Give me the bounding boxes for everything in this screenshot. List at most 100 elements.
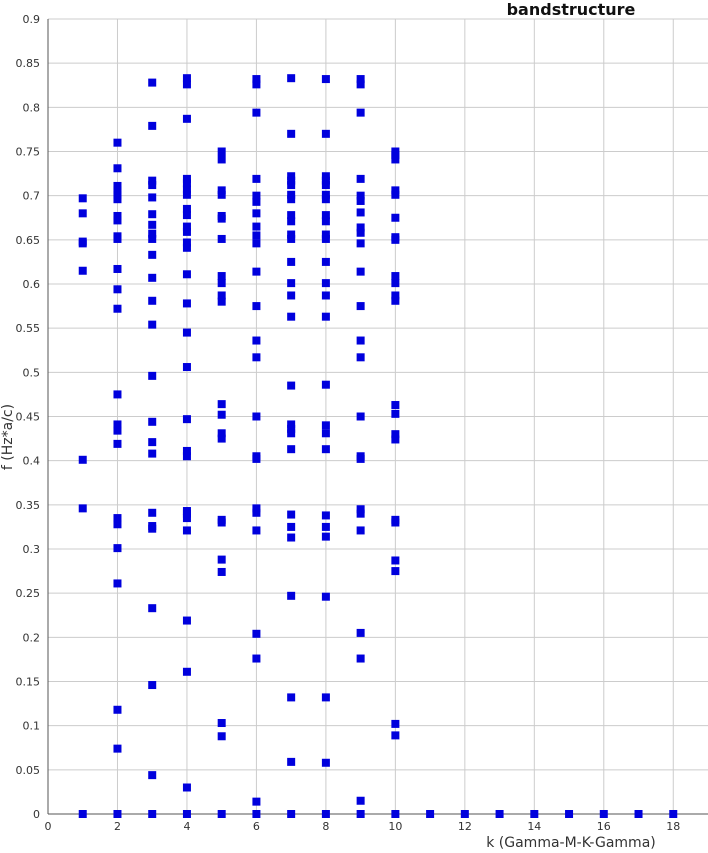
y-tick-label: 0.5: [23, 366, 41, 379]
data-point: [78, 194, 87, 203]
data-point: [287, 291, 296, 300]
data-point: [182, 179, 191, 188]
y-tick-labels: 0 0.05 0.1 0.15 0.2 0.25 0.3 0.35 0.4 0.45 0.5 0.55…: [16, 13, 41, 821]
y-tick-label: 0.75: [16, 146, 41, 159]
data-point: [391, 272, 400, 281]
data-point: [287, 420, 296, 429]
data-point: [113, 426, 122, 435]
data-point: [321, 693, 330, 702]
data-point: [391, 719, 400, 728]
data-point: [113, 390, 122, 399]
data-point: [252, 174, 261, 183]
y-tick-label: 0.55: [16, 322, 41, 335]
data-point: [113, 264, 122, 273]
x-tick-label: 0: [45, 820, 52, 833]
data-point: [391, 409, 400, 418]
data-point: [321, 172, 330, 181]
data-point: [287, 74, 296, 83]
data-point: [356, 336, 365, 345]
data-point: [182, 446, 191, 455]
data-point: [252, 222, 261, 231]
data-point: [182, 783, 191, 792]
data-point: [287, 591, 296, 600]
data-point: [321, 511, 330, 520]
data-point: [113, 138, 122, 147]
data-point: [113, 190, 122, 199]
data-point: [217, 186, 226, 195]
data-point: [252, 80, 261, 89]
data-point: [391, 155, 400, 164]
data-point: [287, 176, 296, 185]
y-axis-label: f (Hz*a/c): [0, 404, 16, 470]
data-point: [113, 544, 122, 553]
data-point: [148, 522, 157, 531]
data-point: [287, 445, 296, 454]
data-point: [391, 731, 400, 740]
axes: [47, 19, 708, 815]
data-point: [182, 667, 191, 676]
data-point: [113, 579, 122, 588]
data-point: [287, 217, 296, 226]
x-tick-label: 16: [597, 820, 611, 833]
y-tick-label: 0.45: [16, 411, 41, 424]
x-axis-label: k (Gamma-M-K-Gamma): [486, 835, 656, 851]
data-point: [148, 273, 157, 282]
data-point: [148, 229, 157, 238]
data-point: [217, 515, 226, 524]
data-point: [530, 810, 539, 818]
data-point: [321, 129, 330, 138]
data-point: [148, 296, 157, 305]
data-point: [321, 257, 330, 266]
data-point: [599, 810, 608, 818]
data-point: [287, 810, 296, 818]
data-point: [148, 121, 157, 130]
data-point: [148, 449, 157, 458]
y-tick-label: 0.65: [16, 234, 41, 247]
y-tick-label: 0.35: [16, 499, 41, 512]
data-point: [217, 400, 226, 409]
data-point: [182, 114, 191, 123]
data-point: [391, 515, 400, 524]
data-point: [287, 424, 296, 433]
grid-lines: [48, 18, 708, 814]
data-point: [252, 336, 261, 345]
x-tick-label: 8: [322, 820, 329, 833]
data-point: [356, 196, 365, 205]
data-point: [217, 279, 226, 288]
data-point: [182, 227, 191, 236]
data-point: [634, 810, 643, 818]
data-point: [113, 439, 122, 448]
data-point: [252, 452, 261, 461]
data-point: [148, 417, 157, 426]
data-point: [148, 176, 157, 185]
data-point: [217, 155, 226, 164]
data-point: [182, 299, 191, 308]
data-point: [113, 420, 122, 429]
data-point: [391, 186, 400, 195]
data-point: [148, 371, 157, 380]
data-point: [252, 504, 261, 513]
data-point: [391, 147, 400, 156]
data-point: [356, 412, 365, 421]
data-point: [148, 810, 157, 818]
y-tick-label: 0.8: [23, 101, 41, 114]
y-tick-label: 0.05: [16, 764, 41, 777]
data-point: [287, 230, 296, 239]
data-point: [287, 381, 296, 390]
x-tick-label: 12: [458, 820, 472, 833]
data-point: [391, 435, 400, 444]
data-point: [287, 510, 296, 519]
data-point: [182, 415, 191, 424]
data-point: [217, 147, 226, 156]
data-point: [252, 209, 261, 218]
data-point: [356, 208, 365, 217]
y-tick-label: 0.4: [23, 455, 41, 468]
y-tick-label: 0.85: [16, 57, 41, 70]
x-tick-label: 14: [527, 820, 541, 833]
data-point: [182, 211, 191, 220]
data-point: [148, 508, 157, 517]
data-point: [182, 270, 191, 279]
data-point: [252, 654, 261, 663]
x-tick-label: 6: [253, 820, 260, 833]
data-point: [182, 507, 191, 516]
